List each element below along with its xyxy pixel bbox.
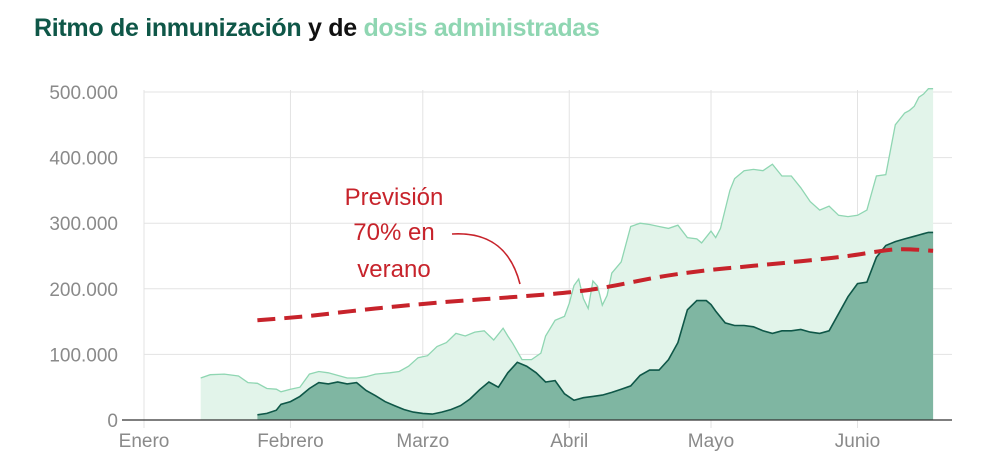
x-tick-label: Febrero: [257, 431, 324, 452]
annotation-arrow: [451, 233, 521, 285]
title-immunization: Ritmo de inmunización: [34, 14, 302, 42]
annotation-line-1: Previsión: [345, 184, 444, 211]
y-tick-label: 100.000: [49, 345, 118, 366]
chart-title: Ritmo de inmunización y de dosis adminis…: [34, 14, 600, 43]
x-tick-label: Marzo: [396, 431, 449, 452]
y-tick-label: 0: [107, 411, 118, 432]
title-connector: y de: [301, 14, 364, 42]
x-tick-label: Abril: [550, 431, 588, 452]
annotation-line-3: verano: [357, 256, 430, 283]
axes: 0 100.000 200.000 300.000 400.000 500.000 Ener…: [49, 83, 952, 452]
y-tick-label: 200.000: [49, 280, 118, 301]
immunization-area: [257, 232, 934, 420]
y-tick-label: 400.000: [49, 149, 118, 170]
immunization-line: [257, 231, 934, 416]
annotation-line-2: 70% en: [353, 219, 434, 246]
doses-line: [200, 88, 934, 393]
x-tick-label: Enero: [119, 431, 170, 452]
y-tick-label: 300.000: [49, 214, 118, 235]
x-tick-label: Mayo: [688, 431, 734, 452]
x-tick-label: Junio: [835, 431, 880, 452]
title-doses: dosis administradas: [363, 14, 600, 42]
forecast-line: [257, 247, 934, 323]
y-tick-label: 500.000: [49, 83, 118, 104]
